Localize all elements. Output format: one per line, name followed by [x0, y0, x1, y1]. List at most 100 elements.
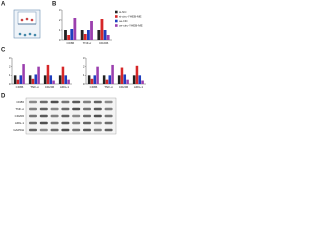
- blot-band: [39, 100, 48, 104]
- blot-band: [83, 100, 91, 104]
- x-tick-label: CD86: [66, 41, 74, 45]
- bar: [105, 79, 109, 84]
- blot-band: [29, 128, 37, 132]
- x-tick-label: ARG-1: [134, 85, 144, 89]
- bar: [135, 65, 139, 84]
- bar: [87, 30, 90, 40]
- y-tick-label: 3: [83, 56, 85, 60]
- x-tick-label: ARG-1: [60, 85, 70, 89]
- legend-label: oe-NC: [119, 19, 129, 23]
- bar: [61, 66, 65, 84]
- blot-label: CD86: [16, 100, 24, 104]
- blot-band: [61, 114, 70, 118]
- panel-label: A: [1, 2, 6, 8]
- y-tick-label: 2: [9, 64, 11, 68]
- blot-band: [83, 128, 91, 132]
- y-tick-label: 3: [9, 56, 11, 60]
- blot-band: [29, 100, 37, 104]
- bar: [22, 64, 25, 84]
- blot-band: [93, 100, 102, 104]
- blot-band: [93, 121, 102, 125]
- legend-swatch: [115, 19, 118, 23]
- bar: [123, 74, 127, 84]
- blot-band: [83, 114, 91, 118]
- bar: [126, 79, 129, 84]
- blot-frame: [25, 97, 117, 135]
- bar: [67, 35, 71, 40]
- y-tick-label: 2: [83, 64, 85, 68]
- bar: [138, 75, 142, 84]
- panel-label: B: [52, 2, 57, 8]
- blot-band: [72, 128, 81, 132]
- bar: [106, 35, 110, 40]
- blot-band: [104, 128, 113, 132]
- bar: [67, 79, 70, 84]
- legend-label: si-NC: [119, 10, 127, 14]
- legend-swatch: [115, 15, 118, 18]
- y-tick-label: 2: [59, 18, 61, 22]
- bar: [58, 75, 62, 84]
- y-tick-label: 0: [9, 82, 11, 86]
- bar: [70, 29, 74, 40]
- blot-label: ARG-1: [15, 121, 25, 125]
- blot-label: TNF-α: [15, 107, 24, 111]
- blot-band: [93, 128, 102, 132]
- bar: [103, 30, 107, 40]
- blot-band: [39, 114, 48, 118]
- figure: A B C D 0 1 2 3 CD86 TNF-α CD206 si-NCsi-circ-Y…: [1, 2, 146, 135]
- blot-band: [50, 114, 59, 118]
- bar: [102, 75, 106, 84]
- blot-band: [61, 128, 70, 132]
- bar: [96, 66, 99, 84]
- bar: [120, 67, 124, 84]
- bar: [132, 75, 136, 84]
- blot-band: [50, 128, 59, 132]
- legend-swatch: [115, 24, 118, 27]
- blot-label: GAPDH: [13, 128, 24, 132]
- bar: [19, 75, 23, 84]
- blot-band: [29, 114, 37, 118]
- bar: [13, 75, 17, 84]
- legend-label: oe-circ-YHEB-ME: [119, 23, 143, 27]
- x-tick-label: CD206: [119, 85, 129, 89]
- x-tick-label: TNF-α: [30, 85, 39, 89]
- bar: [64, 75, 68, 84]
- x-tick-label: CD206: [45, 85, 55, 89]
- blot-band: [50, 121, 59, 125]
- blot-band: [83, 107, 91, 111]
- bar: [16, 79, 20, 84]
- bar: [111, 64, 114, 84]
- bar: [108, 75, 112, 84]
- blot-band: [93, 114, 102, 118]
- blot-band: [104, 107, 113, 111]
- transwell-schematic: [13, 9, 41, 39]
- y-tick-label: 0: [59, 38, 61, 42]
- blot-band: [104, 114, 113, 118]
- bar: [90, 78, 94, 84]
- bar: [117, 75, 121, 84]
- x-tick-label: TNF-α: [83, 41, 92, 45]
- y-tick-label: 1: [59, 28, 61, 32]
- blot-band: [61, 107, 70, 111]
- bar: [31, 78, 35, 84]
- x-tick-label: CD86: [90, 85, 98, 89]
- blot-band: [61, 100, 70, 104]
- y-tick-label: 3: [59, 8, 61, 12]
- blot-band: [93, 107, 102, 111]
- x-tick-label: CD206: [99, 41, 109, 45]
- y-tick-label: 1: [9, 73, 11, 77]
- bar: [34, 74, 38, 84]
- blot-band: [72, 121, 81, 125]
- legend-label: si-circ-YHEB-ME: [119, 14, 142, 18]
- bar: [28, 75, 32, 84]
- bar: [100, 19, 104, 40]
- blot-band: [39, 107, 48, 111]
- bar: [46, 64, 50, 84]
- blot-band: [50, 100, 59, 104]
- blot-band: [61, 121, 70, 125]
- blot-band: [29, 121, 37, 125]
- bar: [52, 80, 55, 84]
- blot-band: [72, 114, 81, 118]
- bar: [87, 75, 91, 84]
- blot-band: [50, 107, 59, 111]
